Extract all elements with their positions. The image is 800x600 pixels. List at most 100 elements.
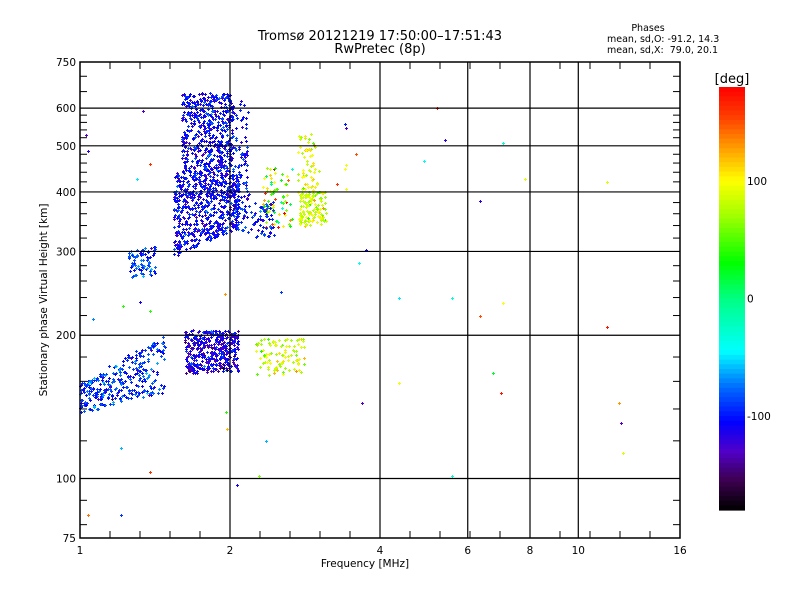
data-point (233, 340, 236, 343)
colorbar-swatch (719, 105, 745, 112)
data-point (162, 352, 165, 355)
data-point (209, 141, 212, 144)
data-point (153, 342, 156, 345)
data-point (210, 183, 213, 186)
data-point (319, 216, 322, 219)
data-point (146, 267, 149, 270)
data-point (176, 234, 179, 237)
colorbar-swatch (719, 242, 745, 248)
data-point (220, 205, 223, 208)
data-point (190, 111, 193, 114)
colorbar-swatch (719, 87, 745, 93)
data-point (174, 244, 177, 247)
data-point (187, 352, 190, 355)
x-tick-label: 16 (673, 545, 687, 557)
data-point (147, 264, 150, 267)
data-point (222, 231, 225, 234)
data-point (259, 210, 262, 213)
data-point (316, 183, 319, 186)
data-point (197, 150, 200, 153)
data-point (149, 310, 152, 313)
data-point (221, 338, 224, 341)
data-point (158, 388, 161, 391)
data-point (191, 125, 194, 128)
data-point (186, 135, 189, 138)
data-point (270, 352, 273, 355)
data-point (281, 354, 284, 357)
data-point (195, 178, 198, 181)
data-point (304, 188, 307, 191)
data-point (105, 388, 108, 391)
data-point (213, 197, 216, 200)
data-point (189, 174, 192, 177)
data-point (220, 156, 223, 159)
data-point (205, 130, 208, 133)
data-point (193, 337, 196, 340)
colorbar-swatch (719, 317, 745, 323)
data-point (298, 358, 301, 361)
data-point (319, 208, 322, 211)
data-point (208, 232, 211, 235)
data-point (233, 357, 236, 360)
data-point (154, 266, 157, 269)
data-point (254, 221, 257, 224)
data-point (222, 93, 225, 96)
data-point (203, 338, 206, 341)
colorbar-swatch (719, 138, 745, 144)
data-point (120, 447, 123, 450)
data-point (324, 196, 327, 199)
data-point (284, 351, 287, 354)
data-point (205, 103, 208, 106)
data-point (185, 372, 188, 375)
data-point (320, 197, 323, 200)
data-point (235, 174, 238, 177)
data-point (209, 195, 212, 198)
data-point (101, 374, 104, 377)
data-point (238, 199, 241, 202)
data-point (199, 210, 202, 213)
data-point (88, 382, 91, 385)
data-point (209, 235, 212, 238)
data-point (270, 214, 273, 217)
data-point (232, 146, 235, 149)
data-point (178, 206, 181, 209)
data-point (269, 225, 272, 228)
data-point (215, 136, 218, 139)
data-point (286, 338, 289, 341)
data-point (126, 359, 129, 362)
data-point (208, 344, 211, 347)
data-point (278, 339, 281, 342)
data-point (606, 326, 609, 329)
data-point (182, 180, 185, 183)
data-point (139, 377, 142, 380)
data-point (86, 402, 89, 405)
data-point (182, 170, 185, 173)
data-point (233, 348, 236, 351)
data-point (320, 200, 323, 203)
data-point (204, 93, 207, 96)
data-point (246, 176, 249, 179)
data-point (188, 169, 191, 172)
data-point (201, 154, 204, 157)
data-point (156, 342, 159, 345)
data-point (214, 113, 217, 116)
data-point (200, 183, 203, 186)
data-point (143, 265, 146, 268)
data-point (191, 348, 194, 351)
data-point (203, 365, 206, 368)
data-point (125, 386, 128, 389)
data-point (218, 151, 221, 154)
data-point (141, 385, 144, 388)
colorbar-swatch (719, 378, 745, 384)
data-point (272, 340, 275, 343)
data-point (173, 253, 176, 256)
data-point (187, 355, 190, 358)
data-point (142, 368, 145, 371)
data-point (284, 367, 287, 370)
data-point (217, 227, 220, 230)
data-point (209, 213, 212, 216)
data-point (314, 203, 317, 206)
data-point (203, 168, 206, 171)
data-point (208, 172, 211, 175)
colorbar-swatch (719, 326, 745, 332)
